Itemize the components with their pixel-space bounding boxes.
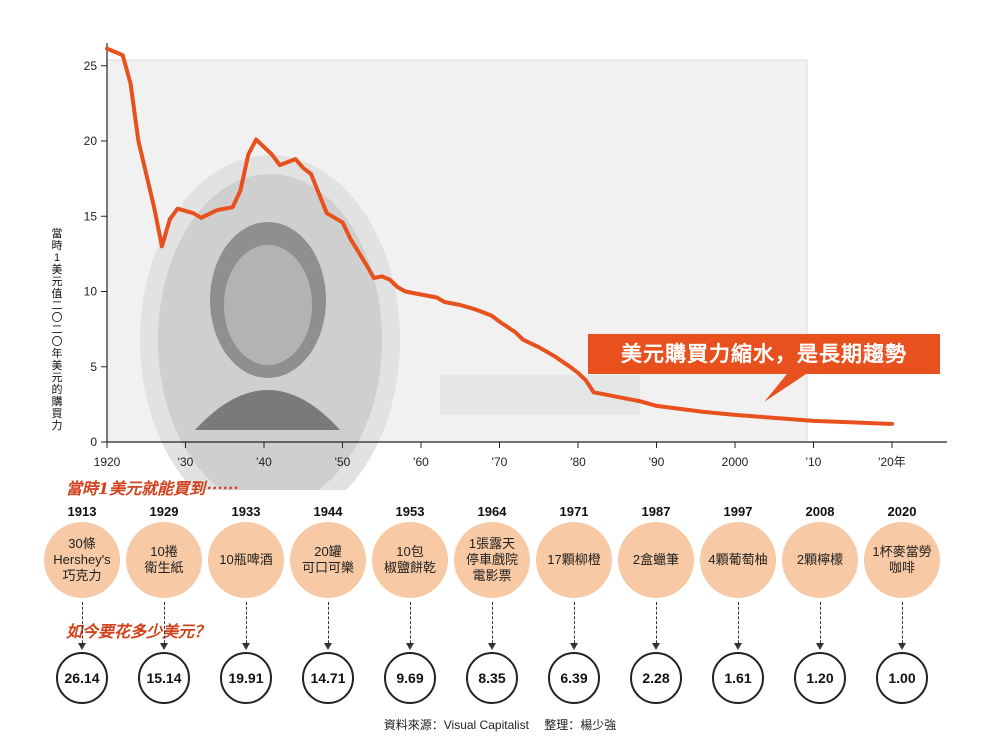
- x-axis-ticks: 1920 '30 '40 '50 '60 '70 '80 '90 2000 '10 '20年: [94, 442, 906, 469]
- item-circle: 4顆葡萄柚: [700, 522, 776, 598]
- item-year: 1997: [723, 504, 753, 519]
- price-circle: 6.39: [548, 652, 600, 704]
- item-circle: 20罐 可口可樂: [290, 522, 366, 598]
- item-year: 1971: [559, 504, 589, 519]
- item-year: 1953: [395, 504, 425, 519]
- price-circle: 14.71: [302, 652, 354, 704]
- price-circle: 9.69: [384, 652, 436, 704]
- x-tick-label: '90: [649, 455, 665, 469]
- x-tick-label: '10: [806, 455, 822, 469]
- item-circle: 10瓶啤酒: [208, 522, 284, 598]
- section-title: 當時1美元就能買到⋯⋯: [66, 479, 238, 498]
- item-circle: 30條 Hershey's 巧克力: [44, 522, 120, 598]
- chart-axes: [106, 43, 947, 443]
- x-tick-label: '40: [256, 455, 272, 469]
- y-tick-label: 20: [84, 134, 98, 148]
- item-circle: 2盒蠟筆: [618, 522, 694, 598]
- purchasing-power-chart: 0 5 10 15 20 25 1920 '30 '40 '50 '60 '70 '80 '90 2000…: [51, 43, 947, 490]
- x-tick-label: '80: [570, 455, 586, 469]
- dashed-arrow: [734, 602, 742, 650]
- y-tick-label: 10: [84, 285, 98, 299]
- dashed-arrow: [160, 602, 168, 650]
- series-line: [105, 46, 894, 426]
- price-circle: 8.35: [466, 652, 518, 704]
- x-tick-label: '30: [178, 455, 194, 469]
- source-credit: 資料來源：Visual Capitalist 整理：楊少強: [383, 718, 617, 732]
- price-circle: 1.61: [712, 652, 764, 704]
- question-title: 如今要花多少美元？: [66, 622, 211, 641]
- price-circle: 19.91: [220, 652, 272, 704]
- item-year: 1929: [149, 504, 179, 519]
- price-circle: 1.00: [876, 652, 928, 704]
- dashed-arrow: [78, 602, 86, 650]
- x-tick-label: 2000: [722, 455, 749, 469]
- item-circle: 2顆檸檬: [782, 522, 858, 598]
- x-tick-label: 1920: [94, 455, 121, 469]
- item-circle: 1張露天 停車戲院 電影票: [454, 522, 530, 598]
- dashed-arrow: [324, 602, 332, 650]
- item-year: 1933: [231, 504, 261, 519]
- item-year: 2020: [887, 504, 917, 519]
- series-purchasing-power: [105, 46, 894, 426]
- y-axis-ticks: 0 5 10 15 20 25: [84, 59, 107, 449]
- item-circle: 10包 椒鹽餅乾: [372, 522, 448, 598]
- price-circle: 15.14: [138, 652, 190, 704]
- item-circle: 1杯麥當勞 咖啡: [864, 522, 940, 598]
- item-circle: 17顆柳橙: [536, 522, 612, 598]
- x-tick-label: '60: [413, 455, 429, 469]
- y-tick-label: 5: [90, 360, 97, 374]
- item-year: 1987: [641, 504, 671, 519]
- item-year: 1913: [67, 504, 97, 519]
- dashed-arrow: [898, 602, 906, 650]
- price-circle: 26.14: [56, 652, 108, 704]
- item-year: 1944: [313, 504, 343, 519]
- trend-callout: 美元購買力縮水，是長期趨勢: [588, 334, 940, 374]
- x-tick-label: '70: [492, 455, 508, 469]
- y-tick-label: 0: [90, 435, 97, 449]
- dashed-arrow: [488, 602, 496, 650]
- dashed-arrow: [652, 602, 660, 650]
- y-axis-label: 當時1美元值二〇二〇年美元的購買力: [51, 228, 63, 432]
- y-tick-label: 15: [84, 209, 98, 223]
- price-circle: 2.28: [630, 652, 682, 704]
- price-circle: 1.20: [794, 652, 846, 704]
- x-tick-label: '20年: [878, 455, 906, 469]
- dashed-arrow: [406, 602, 414, 650]
- callout-pointer: [764, 369, 813, 402]
- dollar-bill-background: [106, 59, 808, 490]
- dashed-arrow: [570, 602, 578, 650]
- x-tick-label: '50: [335, 455, 351, 469]
- dashed-arrow: [242, 602, 250, 650]
- y-tick-label: 25: [84, 59, 98, 73]
- item-year: 2008: [805, 504, 835, 519]
- item-circle: 10捲 衛生紙: [126, 522, 202, 598]
- dashed-arrow: [816, 602, 824, 650]
- chart-svg: 0 5 10 15 20 25 1920 '30 '40 '50 '60 '70 '80 '90 2000…: [84, 43, 947, 490]
- item-year: 1964: [477, 504, 507, 519]
